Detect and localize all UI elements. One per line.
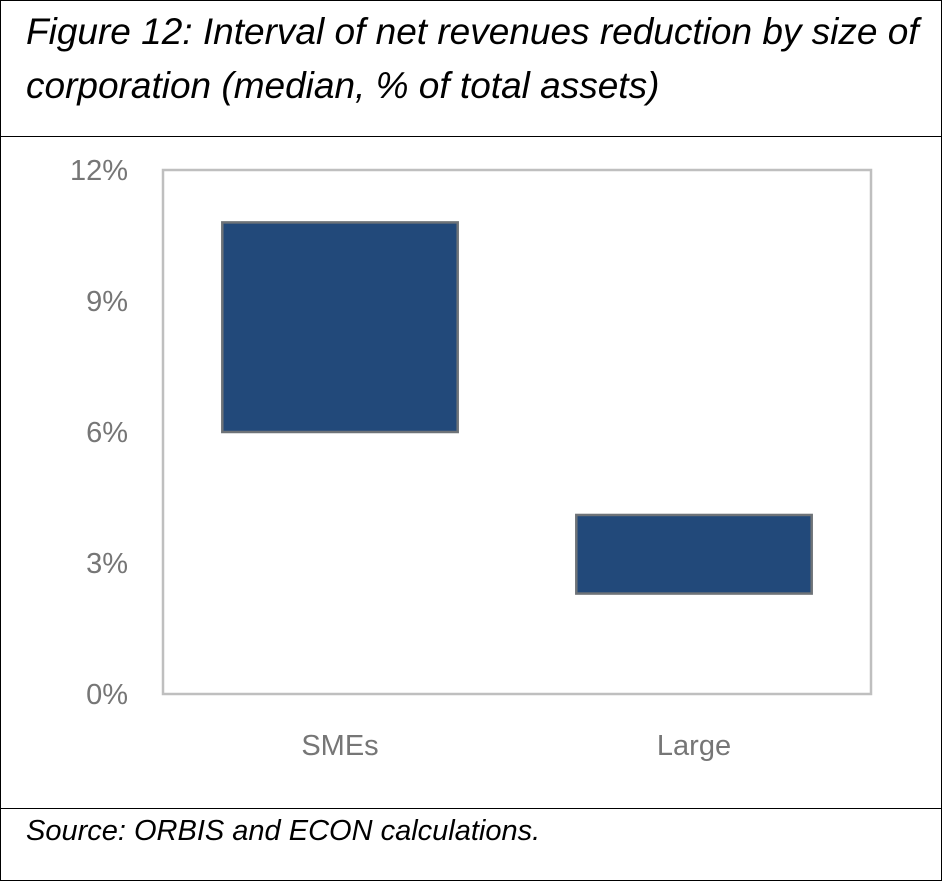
chart-area: 0% 3% 6% 9% 12% SMEs Large	[1, 137, 941, 808]
y-tick-label: 12%	[70, 155, 128, 187]
x-category-label: Large	[657, 730, 731, 762]
range-bar-smes	[221, 221, 459, 434]
figure-title: Figure 12: Interval of net revenues redu…	[26, 11, 919, 106]
source-box: Source: ORBIS and ECON calculations.	[1, 808, 941, 880]
range-bar-large	[575, 513, 813, 595]
plot-area-border	[161, 168, 873, 696]
y-tick-label: 6%	[86, 417, 128, 449]
title-box: Figure 12: Interval of net revenues redu…	[1, 1, 941, 137]
x-category-label: SMEs	[301, 730, 378, 762]
y-tick-label: 3%	[86, 548, 128, 580]
range-bar-chart: 0% 3% 6% 9% 12% SMEs Large	[70, 155, 873, 762]
source-note: Source: ORBIS and ECON calculations.	[26, 815, 541, 847]
y-tick-label: 9%	[86, 286, 128, 318]
y-tick-label: 0%	[86, 679, 128, 711]
